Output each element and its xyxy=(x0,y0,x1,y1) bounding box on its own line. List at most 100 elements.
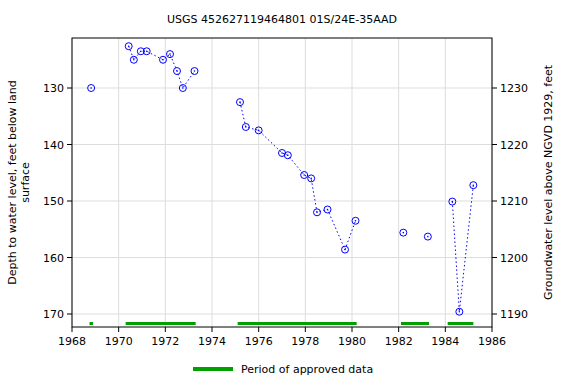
approved-period xyxy=(401,322,429,325)
grid-line xyxy=(72,88,492,89)
point-center xyxy=(403,232,405,234)
x-tick xyxy=(165,327,166,332)
point-center xyxy=(355,220,357,222)
point-ring xyxy=(255,127,262,134)
x-tick-label: 1984 xyxy=(431,335,459,348)
data-point xyxy=(237,99,244,106)
grid-line xyxy=(72,144,492,145)
point-center xyxy=(459,311,461,313)
point-center xyxy=(327,209,329,211)
data-point xyxy=(314,209,321,216)
data-point xyxy=(456,308,463,315)
data-point xyxy=(125,43,132,50)
point-ring xyxy=(143,48,150,55)
y-tick xyxy=(67,314,72,315)
grid-line xyxy=(165,38,166,327)
point-center xyxy=(133,59,135,61)
data-point xyxy=(167,51,174,58)
x-tick-label: 1986 xyxy=(478,335,506,348)
approved-period xyxy=(126,322,196,325)
point-center xyxy=(176,70,178,72)
point-center xyxy=(146,50,148,52)
x-tick xyxy=(352,327,353,332)
point-ring xyxy=(125,43,132,50)
point-ring xyxy=(88,85,95,92)
y2-tick xyxy=(492,88,497,89)
data-point xyxy=(191,68,198,75)
x-tick xyxy=(398,327,399,332)
x-tick-label: 1968 xyxy=(58,335,86,348)
y-axis-label: surface xyxy=(19,162,32,203)
data-point xyxy=(352,217,359,224)
grid-line xyxy=(118,38,119,327)
data-point xyxy=(179,85,186,92)
y2-tick-label: 1200 xyxy=(500,252,528,265)
point-center xyxy=(194,70,196,72)
chart: 1968197019721974197619781980198219841986… xyxy=(0,0,576,384)
point-center xyxy=(169,53,171,55)
point-ring xyxy=(160,56,167,63)
data-point xyxy=(301,172,308,179)
point-center xyxy=(344,249,346,251)
data-point xyxy=(308,175,315,182)
point-ring xyxy=(424,233,431,240)
point-ring xyxy=(352,217,359,224)
x-tick xyxy=(212,327,213,332)
y-axis-label: Depth to water level, feet below land xyxy=(6,80,19,285)
data-point xyxy=(255,127,262,134)
plot-frame xyxy=(72,38,492,327)
point-ring xyxy=(242,123,249,130)
point-ring xyxy=(456,308,463,315)
data-line xyxy=(129,46,474,312)
y2-tick-label: 1210 xyxy=(500,195,528,208)
x-tick-label: 1970 xyxy=(105,335,133,348)
data-point xyxy=(342,246,349,253)
data-point xyxy=(284,152,291,159)
data-point xyxy=(174,68,181,75)
legend-swatch xyxy=(193,367,233,371)
x-tick xyxy=(258,327,259,332)
point-center xyxy=(258,130,260,132)
x-tick xyxy=(445,327,446,332)
point-center xyxy=(182,87,184,89)
point-center xyxy=(473,184,475,186)
data-point xyxy=(242,123,249,130)
title: USGS 452627119464801 01S/24E-35AAD xyxy=(167,13,397,26)
point-ring xyxy=(449,198,456,205)
point-ring xyxy=(237,99,244,106)
data-point xyxy=(449,198,456,205)
point-center xyxy=(239,101,241,103)
data-point xyxy=(400,229,407,236)
x-tick-label: 1978 xyxy=(291,335,319,348)
y2-tick xyxy=(492,144,497,145)
y-tick xyxy=(67,88,72,89)
y2-tick-label: 1230 xyxy=(500,82,528,95)
y2-axis-label: Groundwater level above NGVD 1929, feet xyxy=(542,64,555,300)
y-tick-label: 130 xyxy=(43,82,64,95)
grid-line xyxy=(445,38,446,327)
point-ring xyxy=(130,56,137,63)
grid-line xyxy=(305,38,306,327)
data-point xyxy=(160,56,167,63)
approved-period xyxy=(238,322,357,325)
point-ring xyxy=(179,85,186,92)
data-point xyxy=(324,206,331,213)
grid-line xyxy=(258,38,259,327)
point-center xyxy=(90,87,92,89)
grid-line xyxy=(72,257,492,258)
point-center xyxy=(245,126,247,128)
x-tick xyxy=(118,327,119,332)
point-ring xyxy=(191,68,198,75)
legend-label: Period of approved data xyxy=(241,363,373,376)
point-ring xyxy=(308,175,315,182)
point-center xyxy=(316,212,318,214)
approved-period xyxy=(448,322,474,325)
y2-tick-label: 1190 xyxy=(500,308,528,321)
point-ring xyxy=(301,172,308,179)
point-center xyxy=(128,45,130,47)
x-tick-label: 1982 xyxy=(385,335,413,348)
plot-area xyxy=(88,43,477,325)
point-ring xyxy=(342,246,349,253)
point-center xyxy=(281,152,283,154)
point-ring xyxy=(167,51,174,58)
